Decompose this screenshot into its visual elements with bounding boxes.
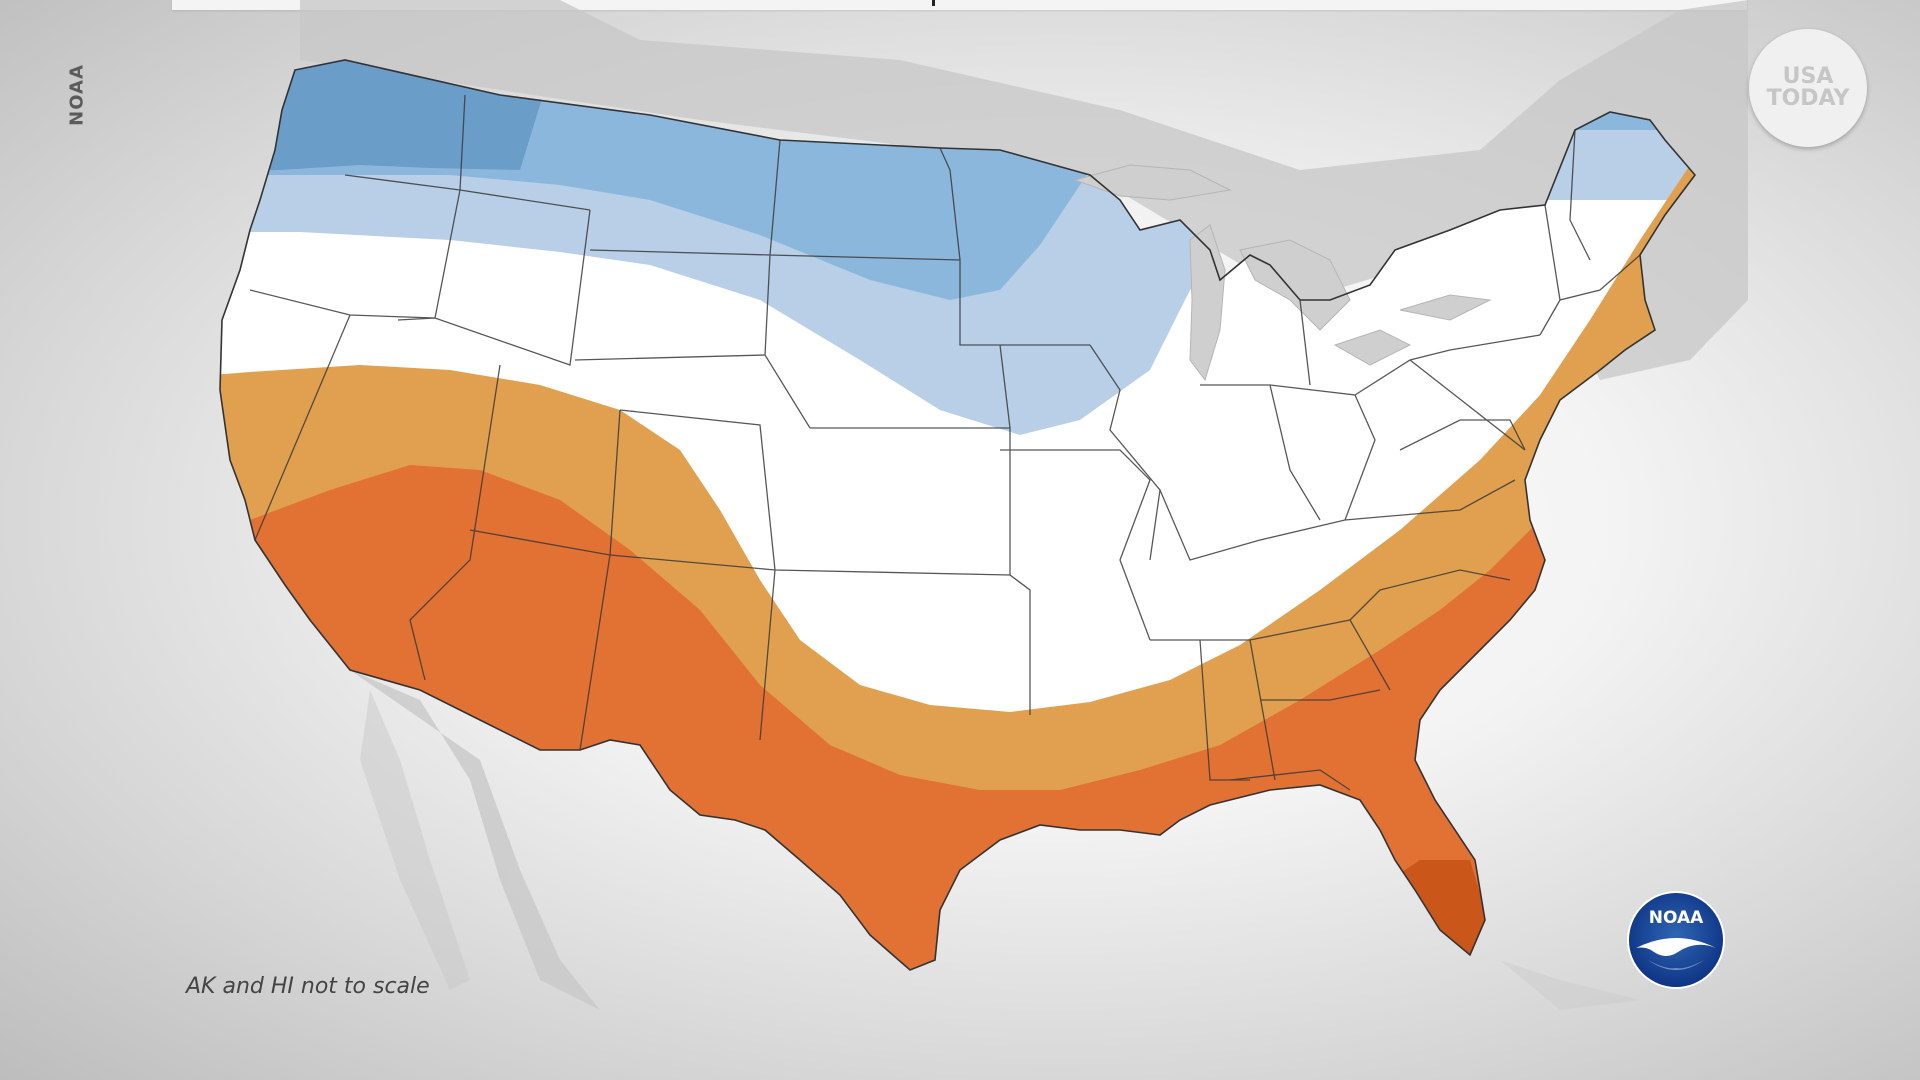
usa-today-logo: USA TODAY [1749,29,1867,147]
noaa-logo: NOAA [1627,891,1725,989]
background-landmass [300,0,1748,1010]
usa-today-logo-line1: USA [1782,64,1834,89]
state-boundaries [249,94,1641,791]
scale-footnote: AK and HI not to scale [186,974,430,999]
image-credit-text: NOAA [66,64,88,126]
title-bar [172,0,1747,10]
great-lakes [1073,164,1492,382]
title-fragment [932,0,935,6]
usa-today-logo-line2: TODAY [1766,86,1850,111]
zone-above-normal-dark [1360,860,1500,970]
noaa-logo-text: NOAA [1649,908,1704,928]
image-credit: NOAA [64,60,90,130]
country-outline [219,59,1697,971]
